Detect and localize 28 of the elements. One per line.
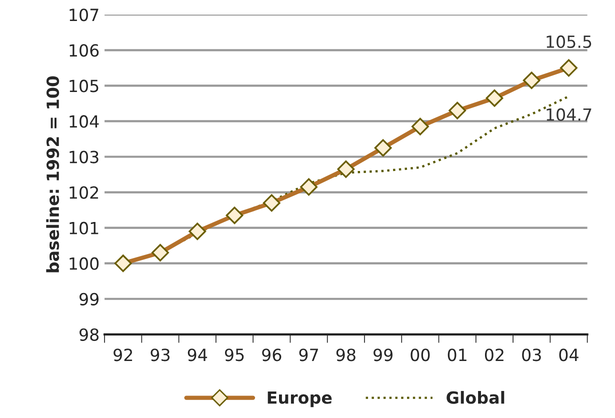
y-tick-label: 104: [70, 115, 99, 128]
y-tick-label: 105: [70, 80, 98, 92]
x-tick-label: 01: [448, 348, 466, 362]
y-tick-label: 107: [70, 8, 98, 22]
x-tick-label: 94: [188, 348, 208, 362]
x-tick-label: 98: [336, 348, 356, 362]
x-tick-label: 99: [374, 348, 393, 362]
x-tick-label: 93: [150, 348, 170, 362]
x-tick-label: 03: [522, 348, 541, 362]
y-tick-label: 103: [70, 150, 98, 164]
y-tick-label: 100: [70, 257, 99, 270]
x-tick-label: 97: [299, 348, 318, 362]
y-axis-title: baseline: 1992 = 100: [46, 76, 60, 272]
x-tick-label: 92: [114, 348, 132, 362]
y-tick-label: 102: [70, 186, 98, 199]
data-label: 105.5: [546, 35, 592, 48]
data-label: 104.7: [546, 108, 592, 121]
y-tick-label: 99: [80, 292, 99, 306]
legend-label: Europe: [268, 391, 332, 408]
y-tick-label: 106: [70, 44, 99, 57]
x-tick-label: 96: [262, 348, 282, 362]
y-tick-label: 101: [70, 222, 98, 234]
x-tick-label: 04: [559, 348, 578, 362]
x-tick-label: 95: [224, 348, 244, 362]
legend-label: Global: [446, 390, 504, 404]
x-tick-label: 02: [484, 348, 504, 362]
x-tick-label: 00: [410, 348, 430, 362]
y-tick-label: 98: [80, 328, 99, 341]
